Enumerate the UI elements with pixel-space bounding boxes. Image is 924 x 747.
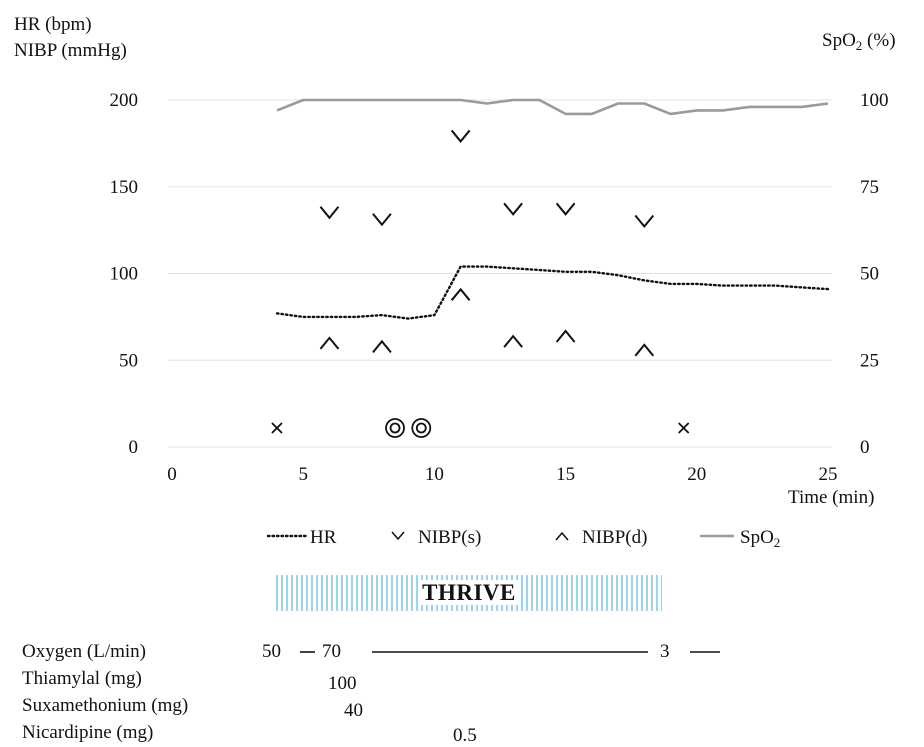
y-left-tick-100: 100	[110, 264, 139, 285]
drug-label-nicardipine: Nicardipine (mg)	[22, 722, 154, 743]
marker-nibp_d-1	[372, 339, 392, 354]
x-tick-5: 5	[298, 464, 308, 485]
y-right-axis-label: SpO2 (%)	[822, 30, 896, 57]
event-cross-marker-0	[271, 422, 283, 434]
legend: HR NIBP(s) NIBP(d) SpO2	[266, 527, 780, 550]
suxamethonium-dose: 40	[344, 700, 363, 721]
y-right-tick-100: 100	[860, 90, 889, 111]
oxygen-value-1: 50	[262, 641, 281, 662]
x-tick-0: 0	[167, 464, 177, 485]
marker-nibp_s-5	[634, 214, 655, 229]
marker-nibp_d-2	[450, 287, 471, 301]
thiamylal-dose: 100	[328, 673, 357, 694]
x-tick-20: 20	[687, 464, 706, 485]
drug-label-suxamethonium: Suxamethonium (mg)	[22, 695, 189, 716]
series-line-hr	[275, 265, 830, 320]
legend-spo2-sub: 2	[774, 535, 781, 550]
legend-swatch-nibp-d	[555, 531, 569, 541]
legend-label-nibp-d: NIBP(d)	[582, 527, 647, 548]
double-circle-inner	[415, 422, 427, 434]
y-right-label-sub: 2	[855, 38, 863, 53]
thrive-label: THRIVE	[276, 575, 662, 611]
oxygen-value-2: 70	[322, 641, 341, 662]
drug-label-thiamylal: Thiamylal (mg)	[22, 668, 142, 689]
marker-nibp_d-3	[503, 334, 523, 348]
y-left-tick-200: 200	[110, 90, 139, 111]
double-circle-inner	[389, 422, 401, 434]
marker-nibp_d-4	[555, 329, 576, 343]
oxygen-value-3: 3	[660, 641, 670, 662]
marker-nibp_s-4	[555, 202, 576, 216]
series-line-spo2	[276, 98, 829, 116]
tick-labels: 0 50 100 150 200 0 25 50 75 100 0 5 10 15 20 25	[110, 90, 889, 485]
double-circle-outer	[411, 418, 432, 438]
y-right-tick-25: 25	[860, 350, 879, 371]
y-right-label-suffix: (%)	[862, 30, 896, 51]
y-right-tick-0: 0	[860, 437, 870, 458]
y-left-axis-label-line-1: HR (bpm)	[14, 14, 92, 35]
y-right-label-prefix: SpO	[822, 30, 856, 51]
nicardipine-dose: 0.5	[453, 725, 477, 746]
x-axis-label: Time (min)	[788, 487, 875, 508]
legend-label-spo2: SpO2	[740, 527, 780, 550]
event-double-circle-marker-1	[385, 418, 405, 438]
x-tick-15: 15	[556, 464, 575, 485]
y-left-axis-label-line-2: NIBP (mmHg)	[14, 40, 127, 61]
marker-nibp_s-2	[450, 129, 471, 144]
legend-label-nibp-s: NIBP(s)	[418, 527, 481, 548]
series-markers	[271, 129, 690, 438]
y-left-tick-50: 50	[119, 350, 138, 371]
legend-spo2-prefix: SpO	[740, 527, 774, 548]
x-tick-25: 25	[819, 464, 838, 485]
grid-lines	[168, 99, 832, 448]
marker-nibp_s-0	[319, 206, 340, 220]
legend-swatch-nibp-s	[391, 531, 405, 541]
double-circle-outer	[385, 418, 405, 438]
y-left-tick-150: 150	[110, 177, 139, 198]
y-right-tick-50: 50	[860, 264, 879, 285]
y-left-tick-0: 0	[129, 437, 139, 458]
event-double-circle-marker-2	[411, 418, 432, 438]
x-tick-10: 10	[425, 464, 444, 485]
series-lines	[275, 98, 830, 320]
marker-nibp_s-3	[503, 202, 523, 216]
marker-nibp_d-5	[634, 343, 655, 357]
legend-label-hr: HR	[310, 527, 337, 548]
drug-label-oxygen: Oxygen (L/min)	[22, 641, 147, 662]
marker-nibp_d-0	[319, 336, 340, 350]
event-cross-marker-3	[678, 422, 690, 434]
marker-nibp_s-1	[372, 213, 392, 227]
y-right-tick-75: 75	[860, 177, 879, 198]
